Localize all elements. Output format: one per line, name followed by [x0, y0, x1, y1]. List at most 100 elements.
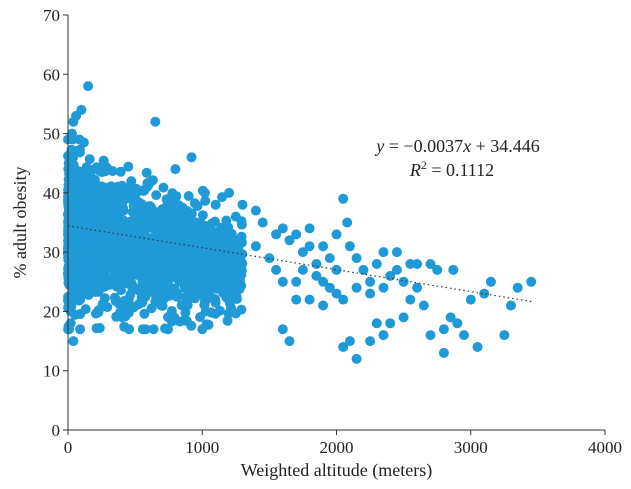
- data-point: [398, 276, 409, 287]
- r-squared-label: R2 = 0.1112: [409, 158, 494, 180]
- data-point: [358, 264, 369, 275]
- data-point: [178, 265, 189, 276]
- data-point: [123, 262, 134, 273]
- data-point: [108, 247, 119, 258]
- data-point: [97, 238, 108, 249]
- data-point: [156, 214, 167, 225]
- data-point: [191, 278, 202, 289]
- data-point: [452, 318, 463, 329]
- data-point: [160, 323, 170, 334]
- data-point: [157, 233, 168, 244]
- data-point: [200, 195, 211, 206]
- data-point: [371, 318, 382, 329]
- data-point: [338, 193, 349, 204]
- data-point: [342, 217, 353, 228]
- data-point: [144, 204, 155, 215]
- x-axis-title: Weighted altitude (meters): [241, 460, 432, 481]
- data-point: [472, 342, 483, 352]
- data-point: [63, 276, 74, 287]
- data-point: [199, 246, 210, 257]
- data-point: [217, 235, 228, 246]
- data-point: [102, 259, 113, 270]
- data-point: [418, 300, 429, 311]
- data-point: [173, 200, 184, 211]
- data-point: [405, 294, 416, 305]
- data-point: [144, 177, 155, 188]
- data-point: [391, 247, 402, 258]
- data-point: [331, 288, 342, 299]
- data-point: [98, 219, 109, 230]
- data-point: [137, 199, 147, 210]
- data-point: [200, 306, 211, 317]
- data-point: [87, 214, 98, 225]
- data-point: [115, 166, 126, 177]
- data-point: [181, 258, 192, 268]
- data-point: [186, 152, 197, 163]
- data-point: [84, 154, 95, 165]
- data-point: [74, 144, 85, 155]
- data-point: [204, 233, 215, 244]
- data-point: [271, 264, 282, 275]
- data-point: [378, 330, 389, 341]
- data-point: [214, 305, 225, 316]
- data-point: [118, 189, 129, 200]
- x-tick-label: 1000: [185, 438, 219, 457]
- data-point: [162, 260, 173, 271]
- data-point: [102, 280, 113, 291]
- data-point: [236, 304, 247, 315]
- data-point: [128, 227, 139, 238]
- data-point: [224, 187, 235, 198]
- data-point: [88, 230, 99, 241]
- data-point: [228, 239, 239, 250]
- data-point: [195, 223, 206, 234]
- data-point: [109, 227, 119, 238]
- data-point: [68, 336, 79, 347]
- data-point: [151, 190, 162, 201]
- data-point: [78, 180, 89, 191]
- data-point: [191, 265, 202, 276]
- data-point: [219, 256, 229, 267]
- data-point: [351, 253, 362, 264]
- data-point: [80, 304, 91, 315]
- data-point: [365, 336, 376, 347]
- data-point: [136, 222, 147, 233]
- data-point: [250, 241, 261, 252]
- data-point: [237, 199, 248, 210]
- data-point: [145, 218, 156, 229]
- data-point: [438, 347, 449, 358]
- data-point: [297, 247, 308, 258]
- x-tick-label: 3000: [454, 438, 488, 457]
- data-point: [438, 324, 449, 335]
- data-point: [102, 183, 113, 194]
- data-point: [291, 229, 302, 240]
- data-point: [76, 278, 87, 288]
- data-point: [197, 210, 208, 221]
- labels-layer: 0 1000 2000 3000 4000 0 10 20 30 40 50 60 70 Weighted…: [10, 6, 622, 481]
- data-point: [479, 288, 490, 299]
- y-tick-label: 10: [43, 362, 60, 381]
- data-point: [111, 281, 122, 292]
- y-tick-label: 50: [43, 125, 60, 144]
- data-point: [351, 353, 362, 364]
- data-point: [425, 259, 436, 269]
- data-point: [135, 233, 146, 244]
- data-point: [231, 276, 242, 287]
- data-point: [172, 232, 183, 243]
- data-point: [105, 202, 116, 213]
- data-point: [94, 282, 105, 293]
- data-point: [114, 299, 125, 310]
- data-point: [304, 241, 315, 252]
- y-tick-label: 40: [43, 184, 60, 203]
- data-point: [150, 116, 161, 127]
- data-point: [136, 282, 147, 293]
- data-point: [63, 195, 74, 206]
- data-point: [211, 283, 222, 294]
- data-point: [465, 294, 476, 305]
- data-point: [284, 336, 295, 347]
- data-point: [230, 211, 241, 222]
- data-point: [191, 291, 202, 301]
- data-point: [506, 300, 516, 311]
- data-point: [185, 283, 195, 294]
- data-point: [224, 295, 235, 306]
